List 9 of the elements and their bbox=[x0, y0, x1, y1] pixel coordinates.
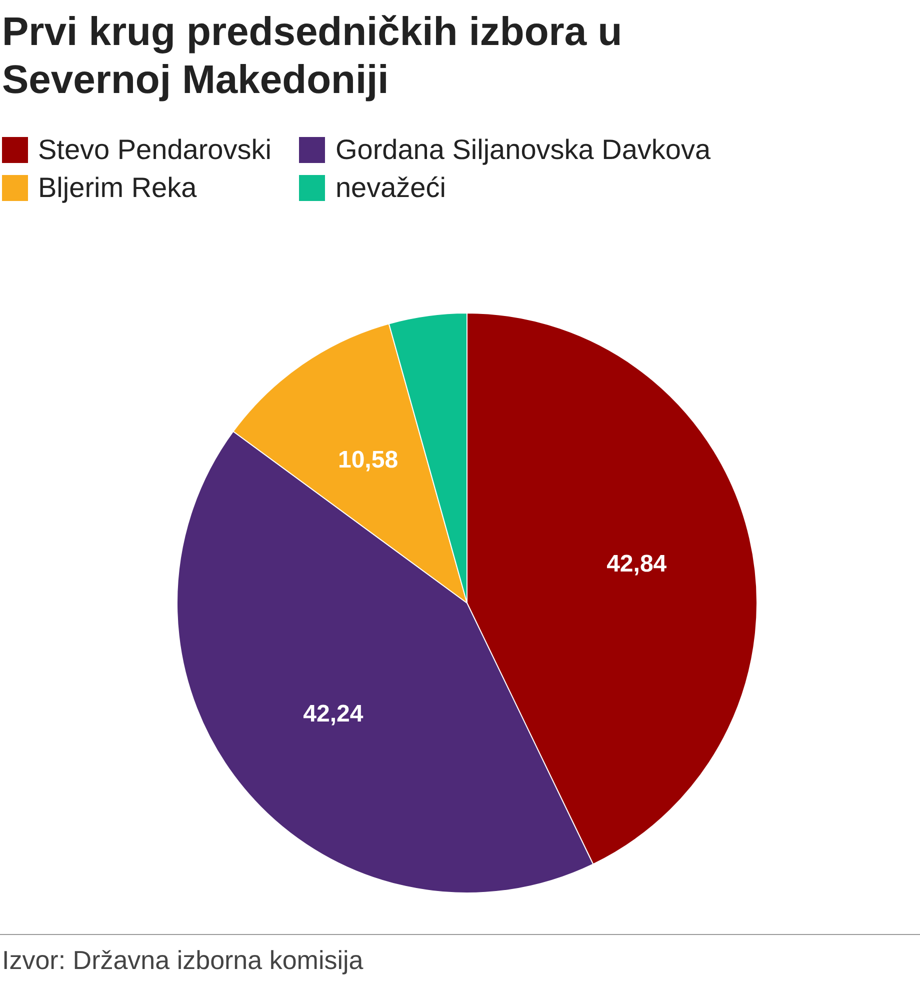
legend-label: Gordana Siljanovska Davkova bbox=[335, 134, 711, 166]
legend-label: nevažeći bbox=[335, 172, 446, 204]
legend-label: Bljerim Reka bbox=[38, 172, 197, 204]
data-label: 42,24 bbox=[303, 700, 364, 728]
text: Izvor: Državna izborna komisija bbox=[0, 935, 920, 976]
data-label: 10,58 bbox=[338, 446, 398, 474]
chart-title: Prvi krug predsedničkih izbora u Severnoj Makedoniji bbox=[1, 9, 624, 104]
legend-label: Stevo Pendarovski bbox=[38, 134, 272, 166]
data-label: 42,84 bbox=[606, 550, 668, 578]
